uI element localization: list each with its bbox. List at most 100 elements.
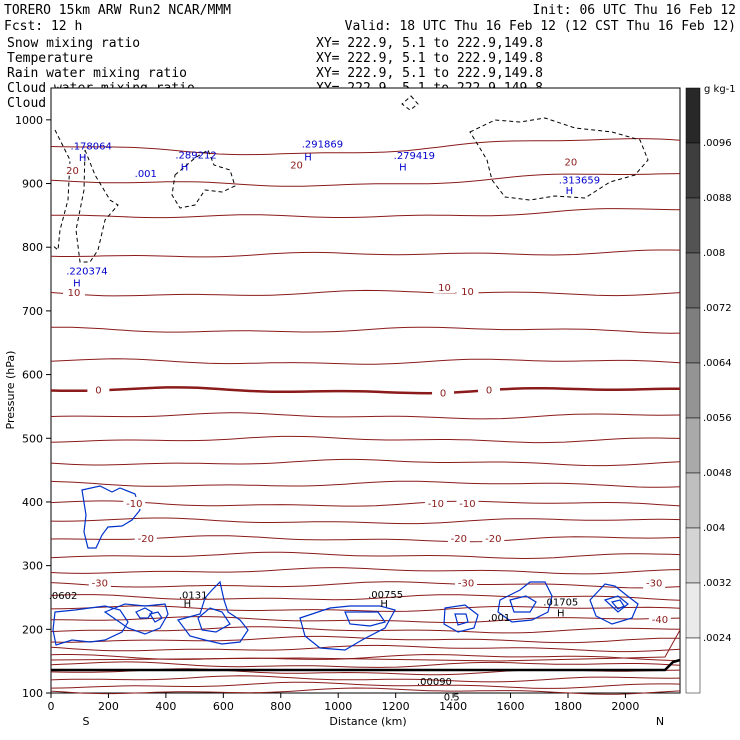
x-tick-label-800: 800 xyxy=(270,700,291,713)
isotherm-8 xyxy=(50,626,681,634)
temp-label-bg-6 xyxy=(482,531,505,544)
cloud-water-contours xyxy=(52,485,639,651)
colorbar-label-1: .0088 xyxy=(703,193,732,204)
y-tick-label-500: 500 xyxy=(22,432,43,445)
x-tick-label-1400: 1400 xyxy=(439,700,467,713)
temp-label-bg-11 xyxy=(432,386,455,399)
isotherm-24 xyxy=(50,326,681,334)
y-tick-label-400: 400 xyxy=(22,496,43,509)
surface-isotherm xyxy=(50,629,681,662)
maximum-label-1: H xyxy=(184,599,192,610)
maximum-label-8: H xyxy=(557,608,565,619)
maximum-label-18: .291869 xyxy=(302,140,343,151)
cloud-contour-11 xyxy=(497,581,553,623)
isotherm-6 xyxy=(50,644,681,653)
temp-label-2: -30 xyxy=(646,578,662,589)
isotherm-17 xyxy=(50,500,681,507)
colorbar-label-6: .0048 xyxy=(703,468,732,479)
colorbar-band-5 xyxy=(685,362,701,419)
colorbar-band-0 xyxy=(685,87,701,144)
isotherm-4 xyxy=(50,661,681,668)
temp-label-6: -20 xyxy=(485,534,501,545)
x-tick-label-2000: 2000 xyxy=(611,700,639,713)
colorbar-label-0: .0096 xyxy=(703,138,732,149)
isotherm-18 xyxy=(50,480,681,488)
cloud-contour-1 xyxy=(52,605,129,646)
colorbar-label-7: .004 xyxy=(703,523,725,534)
snow-contour-3 xyxy=(469,117,649,201)
temp-label-bg-15 xyxy=(456,284,479,297)
colorbar-band-2 xyxy=(685,197,701,254)
terrain-surface xyxy=(51,658,681,672)
isotherm-14 xyxy=(50,551,681,560)
temp-label-bg-10 xyxy=(87,383,110,396)
colorbar-band-6 xyxy=(685,417,701,474)
colorbar-label-2: .008 xyxy=(703,248,725,259)
isotherm-19 xyxy=(50,458,681,467)
maximum-label-16: .289212 xyxy=(175,151,216,162)
temp-label-bg-8 xyxy=(424,496,447,509)
cloud-contour-12 xyxy=(509,595,537,613)
temperature-labels: -30 -30 -30 -40 -20 -20 -20 -10 -10 -10 0 0 0 10 10 10 2… xyxy=(61,155,671,626)
temp-label-8: -10 xyxy=(428,499,444,510)
header-left-2: Fcst: 12 h xyxy=(4,19,82,34)
temp-label-13: 10 xyxy=(68,288,81,299)
isotherm-13 xyxy=(50,567,681,575)
maximum-label-20: .279419 xyxy=(394,151,435,162)
cloud-contour-6 xyxy=(197,607,231,633)
temp-label-9: -10 xyxy=(459,499,475,510)
colorbar-band-8 xyxy=(685,527,701,584)
header-right-1: Init: 06 UTC Thu 16 Feb 12 xyxy=(533,3,737,18)
legend-name-2: Rain water mixing ratio xyxy=(7,66,187,81)
colorbar-band-3 xyxy=(685,252,701,309)
x-tick-label-1800: 1800 xyxy=(554,700,582,713)
temp-label-bg-14 xyxy=(433,280,456,293)
temp-label-10: 0 xyxy=(95,386,101,397)
cloud-contour-10 xyxy=(454,613,469,626)
cloud-contour-13 xyxy=(589,583,639,625)
header-left-1: TORERO 15km ARW Run2 NCAR/MMM xyxy=(4,3,231,18)
y-tick-label-200: 200 xyxy=(22,623,43,636)
maximum-label-3: H xyxy=(380,599,388,610)
colorbar-label-5: .0056 xyxy=(703,413,732,424)
maximum-label-9: .01705 xyxy=(543,598,578,609)
temp-label-14: 10 xyxy=(438,283,451,294)
snow-contour-0 xyxy=(51,129,71,251)
maximum-label-10: H xyxy=(73,279,81,290)
colorbar-band-10 xyxy=(685,637,701,694)
snow-contours xyxy=(51,95,649,263)
isotherm-16 xyxy=(50,517,681,525)
isotherm-9 xyxy=(50,616,681,624)
y-tick-label-900: 900 xyxy=(22,178,43,191)
temp-label-5: -20 xyxy=(451,534,467,545)
temp-label-bg-12 xyxy=(478,383,501,396)
maximum-label-15: H xyxy=(181,163,189,174)
temp-label-4: -20 xyxy=(138,534,154,545)
x-tick-label-200: 200 xyxy=(98,700,119,713)
legend-name-1: Temperature xyxy=(7,51,93,66)
maximum-label-7: .001 xyxy=(488,613,510,624)
temp-label-bg-17 xyxy=(285,158,308,171)
colorbar-label-3: .0072 xyxy=(703,303,732,314)
isotherm-29 xyxy=(50,138,681,156)
isotherm-10 xyxy=(50,605,681,612)
maximum-label-14: .178064 xyxy=(71,142,112,153)
maximum-label-2: .0131 xyxy=(179,591,208,602)
temp-label-bg-0 xyxy=(88,576,111,589)
x-tick-label-400: 400 xyxy=(155,700,176,713)
maximum-label-12: .001 xyxy=(135,169,157,180)
x-axis: 0 200 400 600 800 1000 1200 1400 1600 1800 2000 xyxy=(48,693,639,713)
colorbar: .0096 .0088 .008 .0072 .0064 .0056 .0048 .004 .0… xyxy=(685,87,732,694)
colorbar-label-9: .0024 xyxy=(703,633,732,644)
temp-label-bg-18 xyxy=(559,155,582,168)
isotherm-28 xyxy=(50,173,681,187)
temperature-contours xyxy=(50,138,681,695)
cloud-contour-0 xyxy=(81,485,141,549)
snow-contour-4 xyxy=(401,95,419,111)
isotherm-11 xyxy=(50,594,681,601)
temp-label-0: -30 xyxy=(92,578,108,589)
isotherm-22 xyxy=(50,386,680,395)
cloud-contour-15 xyxy=(610,599,625,610)
temp-label-16: 20 xyxy=(66,166,79,177)
isotherm-20 xyxy=(50,435,681,444)
